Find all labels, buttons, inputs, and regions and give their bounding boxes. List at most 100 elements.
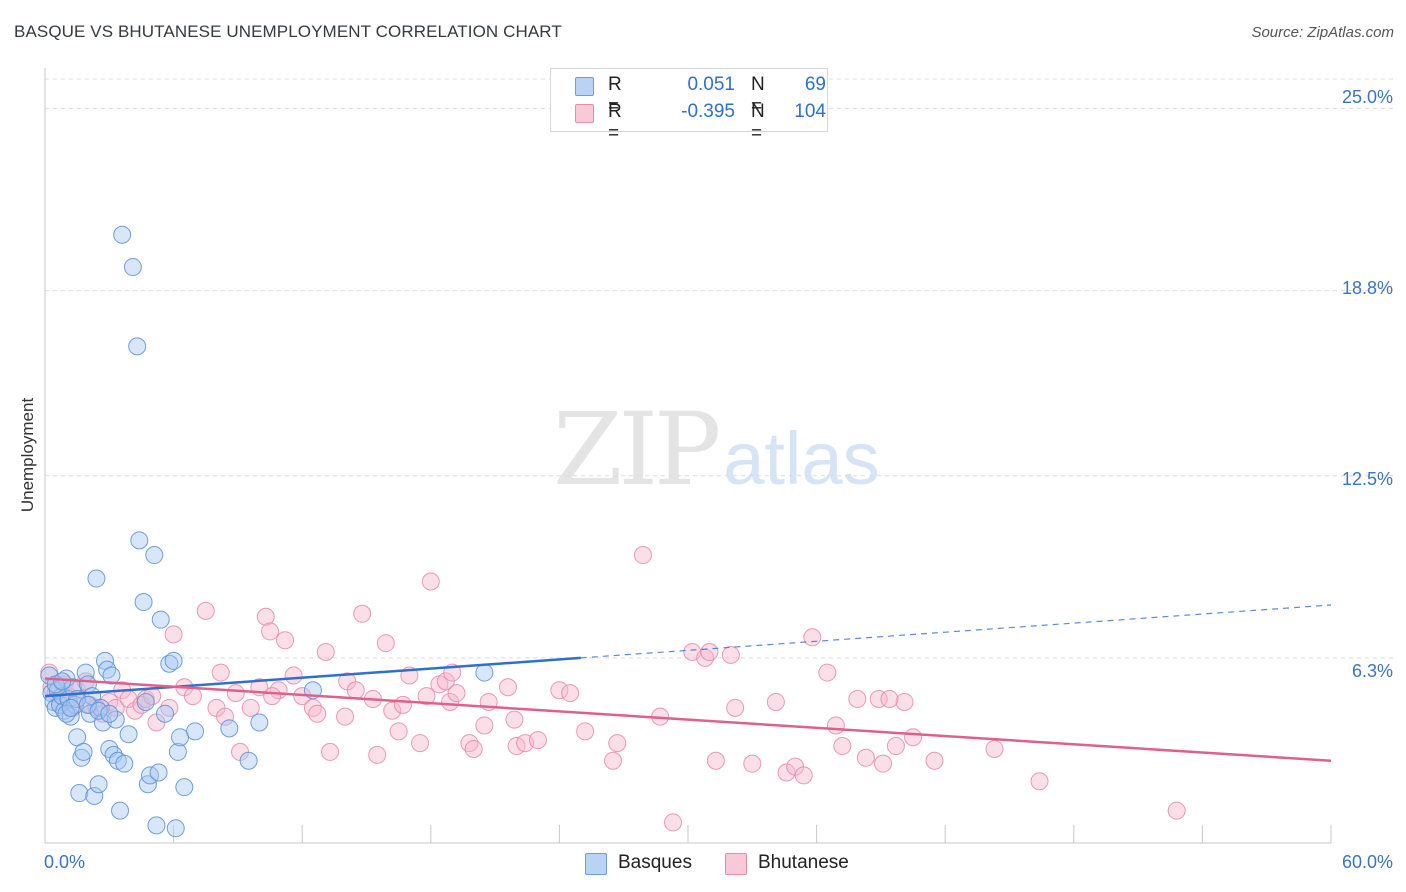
bhutanese-point bbox=[216, 707, 235, 726]
basques-point bbox=[475, 663, 494, 682]
bhutanese-point bbox=[700, 643, 719, 661]
basques-point bbox=[166, 819, 185, 838]
basques-point bbox=[70, 784, 89, 803]
bhutanese-point bbox=[321, 742, 340, 761]
basques-point bbox=[78, 695, 97, 714]
bhutanese-point bbox=[353, 604, 372, 623]
bhutanese-point bbox=[706, 751, 725, 770]
bhutanese-point bbox=[464, 739, 483, 758]
chart-title: BASQUE VS BHUTANESE UNEMPLOYMENT CORRELA… bbox=[14, 22, 562, 41]
basques-point bbox=[175, 778, 194, 797]
bhutanese-swatch bbox=[575, 104, 594, 123]
bhutanese-trend-line bbox=[44, 677, 1332, 762]
bhutanese-point bbox=[183, 687, 202, 706]
basques-legend-label: Basques bbox=[618, 852, 692, 873]
bhutanese-point bbox=[886, 737, 905, 756]
bhutanese-point bbox=[985, 739, 1004, 758]
x-tick-label-max: 60.0% bbox=[1341, 852, 1393, 872]
bhutanese-point bbox=[576, 722, 595, 741]
bhutanese-point bbox=[550, 681, 569, 700]
basques-point bbox=[220, 719, 239, 738]
bhutanese-point bbox=[818, 663, 837, 682]
basques-point bbox=[130, 531, 149, 550]
basques-point bbox=[113, 225, 132, 244]
basques-trend-extension bbox=[580, 604, 1332, 659]
bhutanese-point bbox=[376, 634, 395, 653]
basques-swatch bbox=[575, 77, 594, 96]
bhutanese-point bbox=[743, 754, 762, 773]
legend-r-label: R = bbox=[608, 74, 622, 117]
basques-point bbox=[186, 722, 205, 741]
bhutanese-point bbox=[256, 607, 275, 626]
legend-r-label: R = bbox=[608, 101, 622, 144]
bhutanese-point bbox=[336, 707, 355, 726]
basques-point bbox=[111, 801, 130, 820]
basques-points bbox=[40, 225, 494, 838]
bhutanese-point bbox=[826, 716, 845, 735]
bhutanese-point bbox=[284, 666, 303, 685]
y-axis-label: Unemployment bbox=[18, 397, 37, 513]
bhutanese-point bbox=[226, 684, 245, 703]
basques-point bbox=[171, 728, 190, 747]
bhutanese-point bbox=[316, 643, 335, 661]
basques-point bbox=[145, 546, 164, 565]
bhutanese-point bbox=[211, 663, 230, 682]
bhutanese-point bbox=[528, 731, 547, 750]
basques-point bbox=[149, 763, 168, 782]
axes bbox=[44, 68, 1332, 844]
bhutanese-point bbox=[368, 745, 387, 764]
bhutanese-point bbox=[447, 684, 466, 703]
basques-point bbox=[53, 672, 72, 691]
legend-n-label: N = bbox=[751, 101, 765, 144]
legend-n-value: 69 bbox=[804, 74, 826, 95]
legend-r-value: 0.051 bbox=[687, 74, 735, 95]
y-tick-label-12-5: 12.5% bbox=[1341, 469, 1393, 489]
basques-point bbox=[61, 698, 80, 717]
bhutanese-point bbox=[608, 734, 627, 753]
watermark-zip: ZIP bbox=[553, 391, 721, 508]
bhutanese-point bbox=[383, 701, 402, 720]
bhutanese-point bbox=[726, 698, 745, 717]
basques-point bbox=[123, 258, 142, 277]
watermark: ZIPatlas bbox=[553, 400, 880, 500]
bhutanese-point bbox=[803, 628, 822, 647]
bhutanese-point bbox=[880, 690, 899, 709]
bhutanese-point bbox=[241, 698, 260, 717]
bhutanese-point bbox=[421, 572, 440, 591]
basques-point bbox=[250, 713, 269, 732]
bhutanese-point bbox=[766, 692, 785, 711]
bhutanese-point bbox=[308, 704, 327, 723]
x-tick-label-min: 0.0% bbox=[44, 852, 86, 872]
bhutanese-point bbox=[603, 751, 622, 770]
bhutanese-point bbox=[261, 622, 280, 641]
trend-lines bbox=[44, 604, 1332, 762]
basques-point bbox=[136, 692, 155, 711]
correlation-legend: R = 0.051 N = 69 R = -0.395 N = 104 bbox=[550, 68, 828, 144]
basques-point bbox=[85, 786, 104, 805]
bhutanese-point bbox=[436, 672, 455, 691]
bhutanese-point bbox=[925, 751, 944, 770]
basques-point bbox=[74, 742, 93, 761]
bhutanese-point bbox=[389, 722, 408, 741]
gridlines bbox=[45, 78, 1395, 659]
bhutanese-point bbox=[1030, 772, 1049, 791]
bhutanese-point bbox=[505, 710, 524, 729]
basques-point bbox=[151, 610, 170, 629]
bhutanese-point bbox=[833, 737, 852, 756]
bhutanese-point bbox=[263, 687, 282, 706]
bhutanese-legend-label: Bhutanese bbox=[758, 852, 849, 873]
basques-point bbox=[128, 337, 147, 356]
bhutanese-point bbox=[441, 692, 460, 711]
bhutanese-point bbox=[417, 687, 436, 706]
bhutanese-point bbox=[276, 631, 295, 650]
basques-point bbox=[168, 742, 187, 761]
bhutanese-point bbox=[721, 645, 740, 664]
chart-source: Source: ZipAtlas.com bbox=[1251, 24, 1394, 41]
bhutanese-point bbox=[346, 681, 365, 700]
basques-point bbox=[164, 651, 183, 670]
basques-point bbox=[63, 678, 82, 697]
basques-point bbox=[100, 704, 119, 723]
y-tick-label-6-3: 6.3% bbox=[1351, 661, 1393, 681]
bhutanese-point bbox=[498, 678, 517, 697]
